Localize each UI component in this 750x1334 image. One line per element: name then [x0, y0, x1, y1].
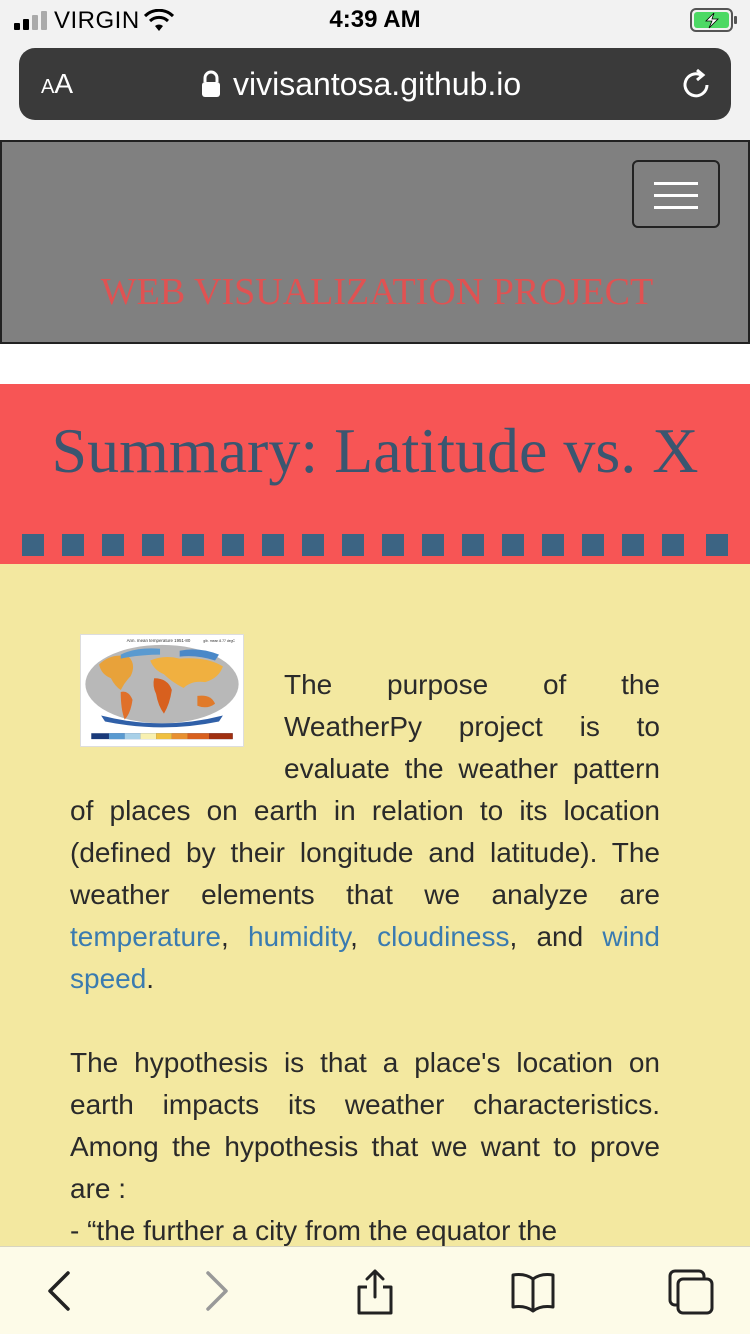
lock-icon: [202, 70, 220, 97]
signal-strength-icon: [14, 11, 47, 30]
url-text[interactable]: vivisantosa.github.io: [233, 66, 522, 102]
menu-toggle-button[interactable]: [632, 160, 720, 228]
site-navbar: WEB VISUALIZATION PROJECT: [0, 140, 750, 344]
browser-chrome-top: AA vivisantosa.github.io: [0, 40, 750, 140]
link-humidity[interactable]: humidity: [247, 921, 351, 952]
back-icon[interactable]: [36, 1267, 84, 1315]
hypothesis-text: The hypothesis is that a place's locatio…: [70, 1047, 660, 1204]
status-bar: VIRGIN 4:39 AM: [0, 0, 750, 40]
page-title: Summary: Latitude vs. X: [51, 415, 699, 486]
world-temperature-map-image: Ann. mean temperature 1951-80 glb. mean …: [80, 634, 244, 747]
link-temperature[interactable]: temperature: [70, 921, 221, 952]
summary-banner: Summary: Latitude vs. X: [0, 384, 750, 564]
site-brand[interactable]: WEB VISUALIZATION PROJECT: [100, 271, 654, 313]
hypothesis-paragraph: The hypothesis is that a place's locatio…: [70, 1042, 660, 1246]
summary-content: Ann. mean temperature 1951-80 glb. mean …: [0, 564, 750, 1246]
reload-icon[interactable]: [679, 68, 713, 102]
carrier-name: VIRGIN: [54, 7, 140, 34]
wifi-icon: [144, 9, 174, 31]
battery-charging-icon: [690, 8, 737, 32]
link-cloudiness[interactable]: cloudiness: [377, 921, 510, 952]
forward-icon[interactable]: [192, 1267, 240, 1315]
text-size-button[interactable]: AA: [41, 68, 74, 99]
address-bar[interactable]: AA vivisantosa.github.io: [19, 48, 731, 120]
status-time: 4:39 AM: [329, 6, 421, 33]
share-icon[interactable]: [351, 1267, 399, 1315]
map-title: Ann. mean temperature 1951-80: [127, 638, 191, 643]
bookmarks-icon[interactable]: [509, 1267, 557, 1315]
browser-toolbar: [0, 1246, 750, 1334]
purpose-paragraph: The purpose of the WeatherPy project is …: [70, 669, 660, 994]
dashed-divider: [0, 534, 750, 556]
map-note: glb. mean 8.77 degC: [203, 639, 235, 643]
hamburger-icon: [654, 182, 698, 185]
tabs-icon[interactable]: [666, 1267, 714, 1315]
hypothesis-item: - “the further a city from the equator t…: [70, 1215, 558, 1246]
link-wind-speed[interactable]: wind speed: [70, 921, 660, 994]
